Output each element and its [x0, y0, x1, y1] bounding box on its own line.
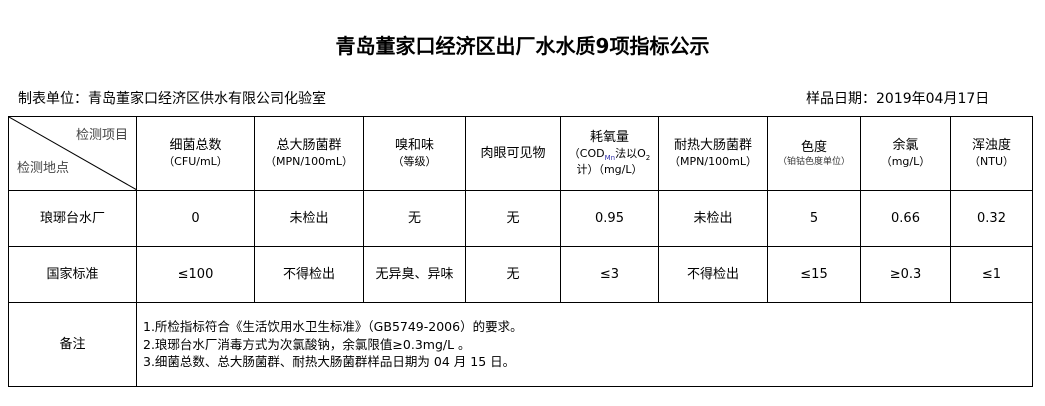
cell: 未检出	[658, 190, 768, 247]
header-name: 总大肠菌群	[276, 138, 342, 154]
cell: ≤1	[950, 246, 1033, 303]
header-name: 耗氧量	[589, 129, 629, 145]
cell: 无	[363, 190, 466, 247]
remark-line: 1.所检指标符合《生活饮用水卫生标准》（GB5749-2006）的要求。	[143, 319, 523, 335]
header-name: 色度	[800, 139, 827, 155]
corner-top-label: 检测项目	[75, 128, 128, 143]
header-color: 色度 （铂钴色度单位）	[767, 116, 861, 191]
corner-bottom-label: 检测地点	[17, 161, 70, 177]
cell: 不得检出	[658, 246, 768, 303]
header-turbidity: 浑浊度 （NTU）	[950, 116, 1033, 191]
remarks-label: 备注	[8, 302, 137, 387]
cell: 无	[465, 246, 561, 303]
header-unit: （铂钴色度单位）	[777, 157, 850, 168]
header-name: 余氯	[892, 138, 919, 154]
header-bacteria: 细菌总数 （CFU/mL）	[136, 116, 255, 191]
row-label: 琅琊台水厂	[8, 190, 137, 247]
diagonal-line	[9, 117, 137, 190]
cell: ≤100	[136, 246, 255, 303]
remark-line: 3.细菌总数、总大肠菌群、耐热大肠菌群样品日期为 04 月 15 日。	[143, 354, 516, 370]
header-thermo-coliform: 耐热大肠菌群 （MPN/100mL）	[658, 116, 768, 191]
cell: ≤15	[767, 246, 861, 303]
header-name: 嗅和味	[394, 138, 434, 154]
cell: 不得检出	[254, 246, 364, 303]
header-chlorine: 余氯 （mg/L）	[860, 116, 951, 191]
header-odor: 嗅和味 （等级）	[363, 116, 466, 191]
cell: 0	[136, 190, 255, 247]
header-coliform: 总大肠菌群 （MPN/100mL）	[254, 116, 364, 191]
cell: 0.95	[560, 190, 659, 247]
page-title: 青岛董家口经济区出厂水水质9项指标公示	[335, 34, 710, 58]
header-row: 检测项目 检测地点 细菌总数 （CFU/mL） 总大肠菌群 （MPN/100mL） …	[8, 116, 1033, 191]
remarks-row: 备注 1.所检指标符合《生活饮用水卫生标准》（GB5749-2006）的要求。 …	[8, 302, 1033, 387]
sample-date: 样品日期：2019年04月17日	[806, 91, 990, 107]
table-row: 琅琊台水厂 0 未检出 无 无 0.95 未检出 5 0.66 0.32	[8, 190, 1033, 247]
header-unit: （mg/L）	[880, 154, 931, 168]
header-unit: （CFU/mL）	[163, 154, 228, 168]
cell: 无	[465, 190, 561, 247]
header-name: 细菌总数	[169, 138, 222, 154]
header-unit: （MPN/100mL）	[265, 154, 353, 168]
cell: 未检出	[254, 190, 364, 247]
remark-line: 2.琅琊台水厂消毒方式为次氯酸钠，余氯限值≥0.3mg/L 。	[143, 336, 471, 352]
header-name: 耐热大肠菌群	[673, 138, 752, 154]
cell: 5	[767, 190, 861, 247]
header-unit: （等级）	[392, 154, 437, 168]
header-unit: （MPN/100mL）	[669, 154, 757, 168]
cell: ≤3	[560, 246, 659, 303]
header-name: 浑浊度	[971, 138, 1011, 154]
remarks-content: 1.所检指标符合《生活饮用水卫生标准》（GB5749-2006）的要求。 2.琅…	[136, 302, 1033, 387]
cell: 0.66	[860, 190, 951, 247]
water-quality-table: 检测项目 检测地点 细菌总数 （CFU/mL） 总大肠菌群 （MPN/100mL） …	[8, 116, 1033, 387]
header-cod: 耗氧量 （CODMn法以O2 计）（mg/L）	[560, 116, 659, 191]
table-row: 国家标准 ≤100 不得检出 无异臭、异味 无 ≤3 不得检出 ≤15 ≥0.3…	[8, 246, 1033, 303]
issuing-unit: 制表单位：青岛董家口经济区供水有限公司化验室	[18, 91, 326, 107]
header-name: 肉眼可见物	[480, 145, 546, 161]
header-unit: （CODMn法以O2 计）（mg/L）	[568, 146, 651, 177]
cell: 0.32	[950, 190, 1033, 247]
header-visible: 肉眼可见物	[465, 116, 561, 191]
row-label: 国家标准	[8, 246, 137, 303]
corner-cell: 检测项目 检测地点	[8, 116, 137, 191]
header-unit: （NTU）	[969, 154, 1014, 168]
cell: ≥0.3	[860, 246, 951, 303]
cell: 无异臭、异味	[363, 246, 466, 303]
